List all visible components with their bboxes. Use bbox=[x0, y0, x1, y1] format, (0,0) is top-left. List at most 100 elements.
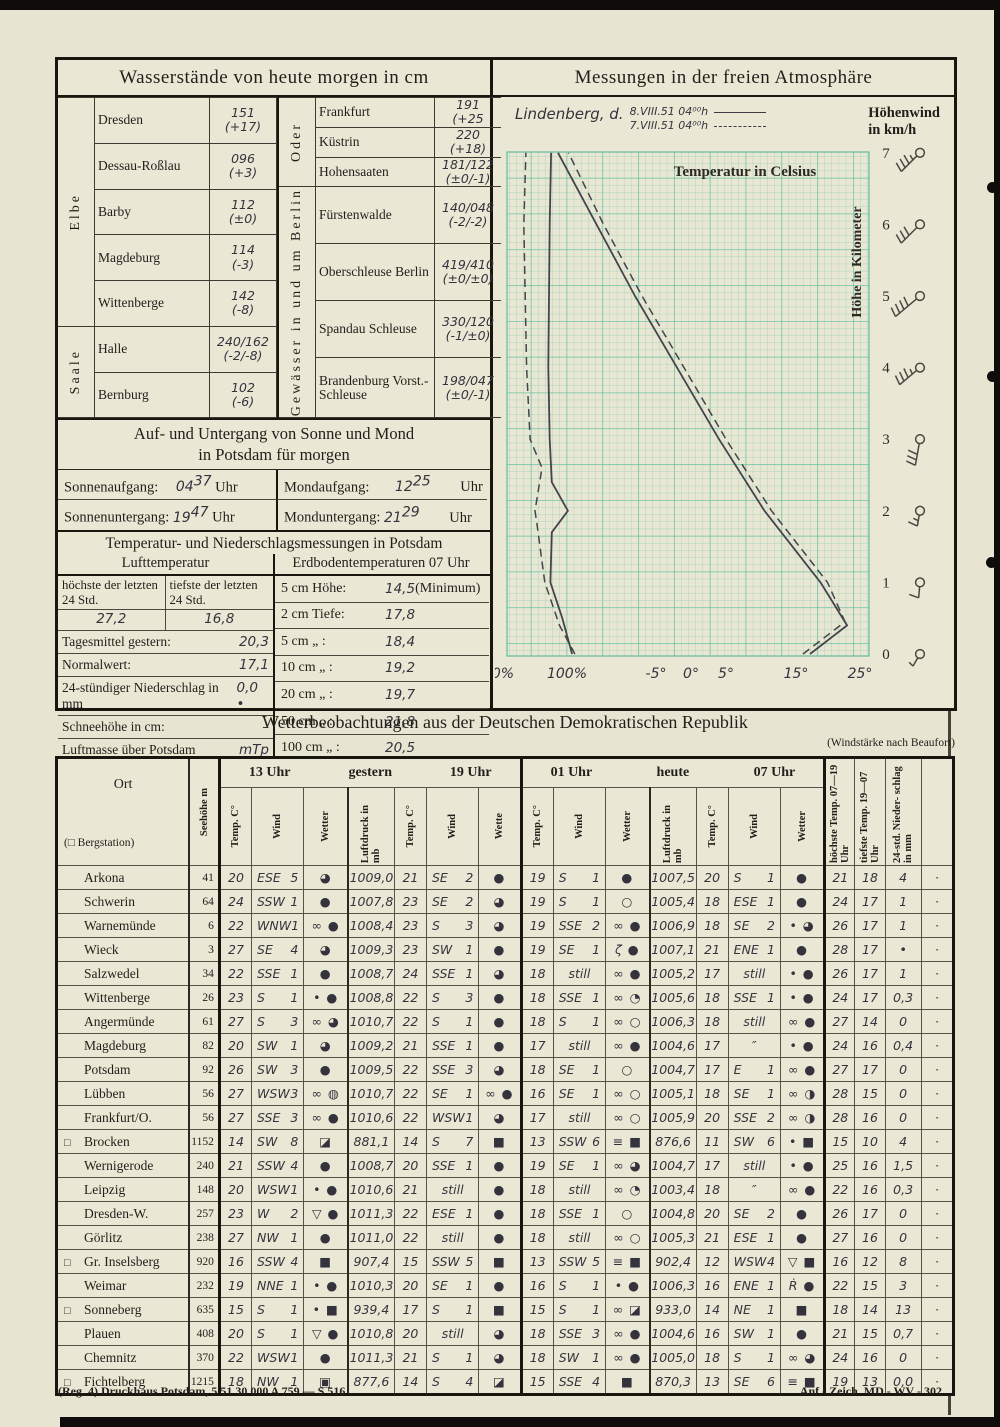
wind-13-cell: SE 4 bbox=[251, 937, 305, 962]
seehoehe-cell: 26 bbox=[188, 985, 220, 1010]
temp-min-cell: 15 bbox=[854, 1081, 886, 1106]
wind-01-cell: SSE 2 bbox=[552, 913, 607, 938]
height-tick: 4 bbox=[882, 360, 890, 376]
wind-07-cell: SW 1 bbox=[727, 1321, 781, 1346]
wind-19-cell: SE 1 bbox=[425, 1273, 480, 1298]
column-header: Wette bbox=[478, 786, 522, 867]
druck-07-cell: 1004,8 bbox=[648, 1201, 697, 1226]
temp-01-cell: 18 bbox=[519, 961, 554, 986]
height-tick: 2 bbox=[882, 504, 890, 520]
wind-01-cell: SE 1 bbox=[552, 1153, 607, 1178]
druck-07-cell: 1005,2 bbox=[648, 961, 697, 986]
niederschlag-cell: 0,0 bbox=[884, 1369, 922, 1395]
wind-13-cell: WSW 1 bbox=[251, 1345, 305, 1370]
wind-barb-icon bbox=[890, 290, 926, 317]
temp-min-cell: 14 bbox=[854, 1009, 886, 1034]
temp-01-cell: 18 bbox=[519, 1057, 554, 1082]
temp-01-cell: 19 bbox=[519, 937, 554, 962]
station-name-cell: Weimar bbox=[56, 1273, 190, 1298]
river-label: Saale bbox=[58, 325, 95, 419]
page-edge-top bbox=[0, 0, 1000, 10]
wetter-13-cell: ◪ bbox=[303, 1129, 349, 1154]
dashed-line-sample bbox=[714, 125, 767, 127]
wind-19-cell: still bbox=[425, 1225, 480, 1250]
station-row: Plauen 408 20 S 1 ▽ ● 1010,8 20 still ◕ 18 SSE 3 ∞ ● 1… bbox=[56, 1321, 955, 1346]
temp-13-cell: 27 bbox=[217, 1105, 253, 1130]
wind-01-cell: still bbox=[552, 961, 607, 986]
temp-max-cell: 26 bbox=[823, 1201, 856, 1226]
air-temp-row: Luftmasse über Potsdam mTp bbox=[62, 741, 269, 758]
druck-07-cell: 1007,1 bbox=[648, 937, 697, 962]
druck-07-cell: 1004,7 bbox=[648, 1153, 697, 1178]
curve-dashed bbox=[567, 152, 846, 655]
druck-19-cell: 1008,7 bbox=[347, 1153, 395, 1178]
wind-13-cell: WSW 3 bbox=[251, 1081, 305, 1106]
niederschlag-cell: • bbox=[884, 937, 922, 962]
wind-19-cell: SE 1 bbox=[425, 1081, 480, 1106]
druck-19-cell: 1007,8 bbox=[347, 889, 395, 914]
station-value: 330/120 (-1/±0) bbox=[434, 300, 501, 359]
temp-01-cell: 17 bbox=[519, 1105, 554, 1130]
wind-13-cell: SW 8 bbox=[251, 1129, 305, 1154]
niederschlag-cell: 1 bbox=[884, 889, 922, 914]
wind-19-cell: SSE 1 bbox=[425, 1153, 480, 1178]
druck-07-cell: 876,6 bbox=[648, 1129, 697, 1154]
wind-07-cell: ″ bbox=[727, 1033, 781, 1058]
wind-07-cell: SE 1 bbox=[727, 1081, 781, 1106]
druck-19-cell: 1009,0 bbox=[347, 865, 395, 890]
station-name: Bernburg bbox=[94, 371, 210, 419]
wetter-07-cell: ∞ ◕ bbox=[779, 1345, 826, 1370]
station-name: Spandau Schleuse bbox=[315, 300, 435, 359]
wind-07-cell: ″ bbox=[727, 1177, 781, 1202]
water-levels-panel: Wasserstände von heute morgen in cm Elbe… bbox=[58, 60, 501, 761]
station-name-cell: Görlitz bbox=[56, 1225, 190, 1250]
niederschlag-cell: 0 bbox=[884, 1105, 922, 1130]
wetter-13-cell: ◕ bbox=[303, 865, 349, 890]
wetter-01-cell: ∞ ● bbox=[605, 961, 651, 986]
wind-07-cell: still bbox=[727, 1153, 781, 1178]
station-row: Arkona 41 20 ESE 5 ◕ 1009,0 21 SE 2 ● 19 S 1 ● 1007,5 20… bbox=[56, 865, 955, 890]
druck-19-cell: 1011,3 bbox=[347, 1201, 395, 1226]
page-edge-line bbox=[948, 80, 951, 1415]
moonrise-value: 1225 bbox=[395, 473, 431, 496]
seehoehe-cell: 56 bbox=[188, 1081, 220, 1106]
wind-13-cell: SSE 1 bbox=[251, 961, 305, 986]
station-name-cell: Arkona bbox=[56, 865, 190, 890]
wind-13-cell: SSW 1 bbox=[251, 889, 305, 914]
seehoehe-cell: 408 bbox=[188, 1321, 220, 1346]
wetter-01-cell: ∞ ○ bbox=[605, 1225, 651, 1250]
temp-min-cell: 16 bbox=[854, 1177, 886, 1202]
atmosphere-panel: Messungen in der freien Atmosphäre Linde… bbox=[493, 60, 954, 708]
column-header: Luftdruck in mb bbox=[648, 786, 697, 867]
bergstation-flag bbox=[64, 1302, 84, 1318]
x-axis-tick: 15° bbox=[784, 666, 809, 682]
temp-min-cell: 12 bbox=[854, 1249, 886, 1274]
wetter-01-cell: ∞ ◔ bbox=[605, 1177, 651, 1202]
air-temp-row: 24-stündiger Niederschlag in mm 0,0 • bbox=[58, 677, 273, 716]
wetter-13-cell: ● bbox=[303, 1225, 349, 1250]
water-station-row: Küstrin 220 (+18) bbox=[278, 126, 501, 158]
wetter-13-cell: ∞ ● bbox=[303, 913, 349, 938]
column-header: Temp. C° bbox=[695, 786, 729, 867]
wetter-01-cell: ζ ● bbox=[605, 937, 651, 962]
seehoehe-cell: 232 bbox=[188, 1273, 220, 1298]
wetter-13-cell: ● bbox=[303, 889, 349, 914]
druck-07-cell: 1005,3 bbox=[648, 1225, 697, 1250]
temp-19-cell: 24 bbox=[393, 961, 427, 986]
druck-07-cell: 1005,9 bbox=[648, 1105, 697, 1130]
dot-cell: · bbox=[920, 937, 955, 962]
station-row: Wieck 3 27 SE 4 ◕ 1009,3 23 SW 1 ● 19 SE 1 ζ ● 1007,1 21… bbox=[56, 937, 955, 962]
druck-07-cell: 1005,1 bbox=[648, 1081, 697, 1106]
wetter-13-cell: ◕ bbox=[303, 937, 349, 962]
wetter-13-cell: • ● bbox=[303, 1273, 349, 1298]
print-footer: (Reg. 4) Druckhaus Potsdam, 5 51 30 000 … bbox=[58, 1384, 942, 1399]
station-name: Wittenberge bbox=[94, 280, 210, 327]
temp-min-cell: 16 bbox=[854, 1345, 886, 1370]
